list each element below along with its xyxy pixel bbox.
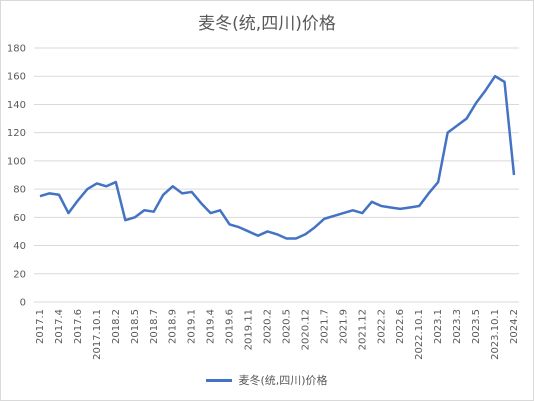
x-tick-label: 2023.10.1 (490, 309, 501, 360)
x-tick-label: 2022.6 (395, 309, 406, 344)
legend-swatch (206, 378, 233, 382)
x-tick-label: 2023.5 (471, 309, 482, 344)
legend-label: 麦冬(统,四川)价格 (238, 374, 328, 387)
y-tick-label: 100 (7, 156, 26, 167)
x-tick-label: 2019.11 (244, 309, 255, 350)
x-tick-label: 2019.1 (187, 309, 198, 344)
legend: 麦冬(统,四川)价格 (0, 372, 534, 388)
x-tick-label: 2017.6 (73, 309, 84, 344)
x-tick-label: 2023.1 (433, 309, 444, 344)
x-tick-label: 2018.9 (168, 309, 179, 344)
x-tick-label: 2019.6 (225, 309, 236, 344)
x-tick-label: 2020.5 (281, 309, 292, 344)
y-tick-label: 20 (13, 269, 26, 280)
y-tick-label: 80 (13, 185, 26, 196)
x-tick-label: 2023.3 (452, 309, 463, 344)
x-tick-label: 2017.4 (54, 309, 65, 344)
x-tick-label: 2024.2 (509, 309, 520, 344)
series-lines (39, 74, 516, 240)
x-tick-label: 2021.12 (357, 309, 368, 350)
x-tick-label: 2021.7 (319, 309, 330, 344)
y-tick-label: 160 (7, 72, 26, 83)
x-tick-label: 2017.1 (35, 309, 46, 344)
x-tick-label: 2022.2 (376, 309, 387, 344)
x-axis-labels: 2017.1 2017.4 2017.6 2017.10.1 2018.2 2018.5 2… (35, 309, 520, 360)
x-tick-label: 2020.2 (263, 309, 274, 344)
x-tick-label: 2021.9 (338, 309, 349, 344)
x-tick-label: 2018.5 (130, 309, 141, 344)
y-tick-label: 60 (13, 213, 26, 224)
x-tick-label: 2017.10.1 (92, 309, 103, 360)
x-tick-label: 2022.10.1 (414, 309, 425, 360)
y-tick-label: 140 (7, 100, 26, 111)
y-tick-label: 40 (13, 241, 26, 252)
y-tick-label: 120 (7, 128, 26, 139)
x-tick-label: 2019.4 (206, 309, 217, 344)
series-line (39, 74, 516, 240)
gridlines (34, 47, 519, 303)
y-axis-labels: 0 20 40 60 80 100 120 140 160 180 (7, 44, 26, 309)
chart-title: 麦冬(统,四川)价格 (198, 14, 336, 34)
y-tick-label: 0 (20, 298, 26, 309)
x-tick-label: 2020.12 (300, 309, 311, 350)
x-tick-label: 2018.2 (111, 309, 122, 344)
x-tick-label: 2018.7 (149, 309, 160, 344)
y-tick-label: 180 (7, 44, 26, 55)
